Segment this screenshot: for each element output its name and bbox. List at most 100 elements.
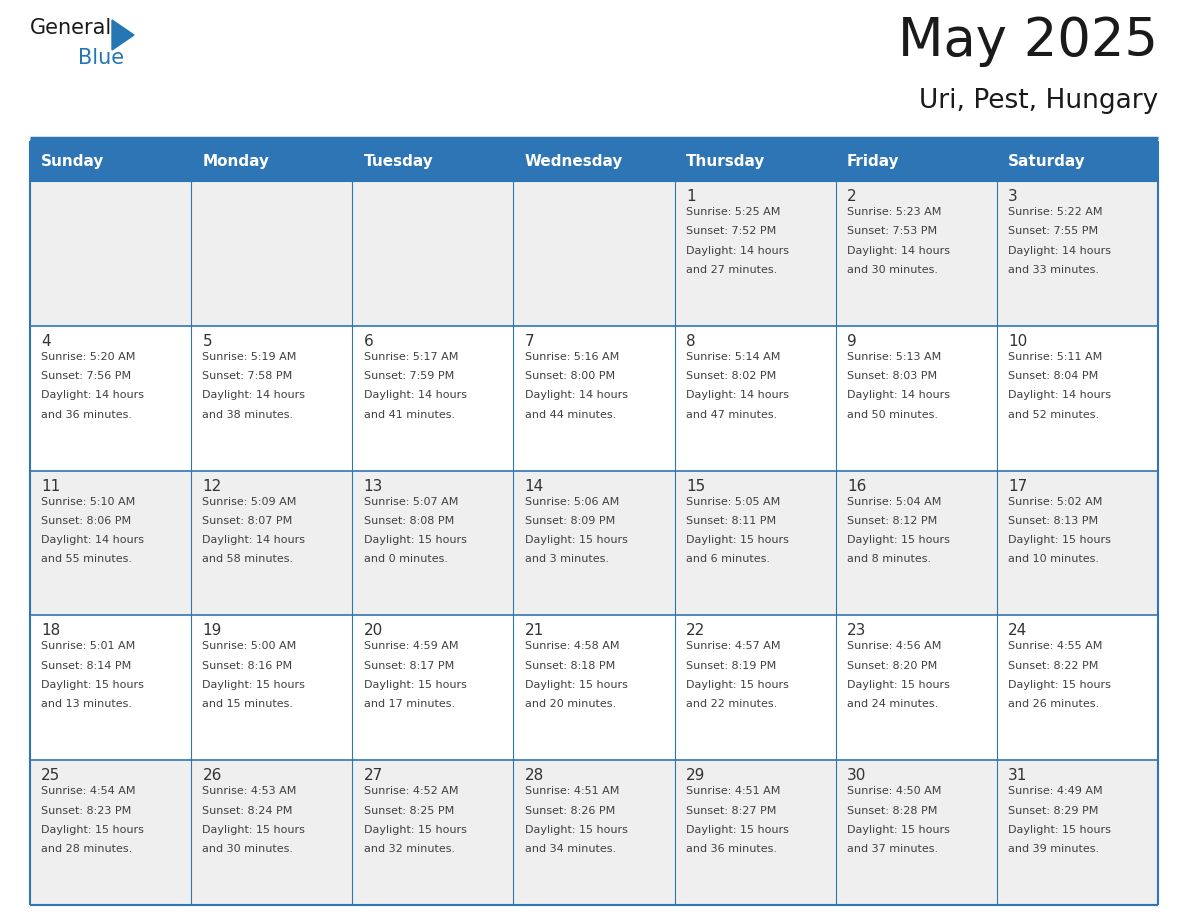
Text: Sunrise: 5:19 AM: Sunrise: 5:19 AM — [202, 352, 297, 362]
Text: 5: 5 — [202, 334, 211, 349]
Text: Daylight: 14 hours: Daylight: 14 hours — [202, 390, 305, 400]
Text: General: General — [30, 18, 112, 38]
FancyBboxPatch shape — [997, 181, 1158, 326]
Text: Daylight: 14 hours: Daylight: 14 hours — [685, 246, 789, 255]
Text: Monday: Monday — [202, 153, 270, 169]
Text: 9: 9 — [847, 334, 857, 349]
FancyBboxPatch shape — [675, 181, 835, 326]
Text: and 58 minutes.: and 58 minutes. — [202, 554, 293, 565]
FancyBboxPatch shape — [30, 141, 191, 181]
Text: Sunset: 8:24 PM: Sunset: 8:24 PM — [202, 805, 292, 815]
FancyBboxPatch shape — [513, 615, 675, 760]
Text: 18: 18 — [42, 623, 61, 638]
FancyBboxPatch shape — [353, 181, 513, 326]
Text: Uri, Pest, Hungary: Uri, Pest, Hungary — [918, 88, 1158, 114]
Text: Daylight: 15 hours: Daylight: 15 hours — [847, 824, 950, 834]
Text: 13: 13 — [364, 478, 383, 494]
FancyBboxPatch shape — [30, 326, 191, 471]
Text: and 33 minutes.: and 33 minutes. — [1009, 265, 1099, 274]
Text: Sunrise: 5:04 AM: Sunrise: 5:04 AM — [847, 497, 941, 507]
Text: Sunrise: 5:20 AM: Sunrise: 5:20 AM — [42, 352, 135, 362]
Text: Daylight: 15 hours: Daylight: 15 hours — [685, 824, 789, 834]
Text: 4: 4 — [42, 334, 51, 349]
Text: Sunrise: 5:17 AM: Sunrise: 5:17 AM — [364, 352, 457, 362]
Text: Sunset: 7:55 PM: Sunset: 7:55 PM — [1009, 227, 1098, 236]
Text: and 32 minutes.: and 32 minutes. — [364, 844, 455, 854]
Text: 3: 3 — [1009, 189, 1018, 204]
Text: Sunset: 8:00 PM: Sunset: 8:00 PM — [525, 371, 615, 381]
FancyBboxPatch shape — [353, 615, 513, 760]
Text: Sunset: 8:27 PM: Sunset: 8:27 PM — [685, 805, 776, 815]
Text: Daylight: 15 hours: Daylight: 15 hours — [847, 680, 950, 690]
Text: 21: 21 — [525, 623, 544, 638]
Text: and 10 minutes.: and 10 minutes. — [1009, 554, 1099, 565]
Text: Daylight: 14 hours: Daylight: 14 hours — [364, 390, 467, 400]
Text: Daylight: 14 hours: Daylight: 14 hours — [685, 390, 789, 400]
FancyBboxPatch shape — [513, 760, 675, 905]
Text: 23: 23 — [847, 623, 866, 638]
Text: Sunrise: 4:59 AM: Sunrise: 4:59 AM — [364, 642, 459, 652]
Text: Sunrise: 4:55 AM: Sunrise: 4:55 AM — [1009, 642, 1102, 652]
FancyBboxPatch shape — [513, 181, 675, 326]
FancyBboxPatch shape — [191, 326, 353, 471]
FancyBboxPatch shape — [835, 141, 997, 181]
Text: Sunrise: 5:13 AM: Sunrise: 5:13 AM — [847, 352, 941, 362]
Text: Daylight: 15 hours: Daylight: 15 hours — [847, 535, 950, 545]
Text: 26: 26 — [202, 768, 222, 783]
Text: Sunset: 8:20 PM: Sunset: 8:20 PM — [847, 661, 937, 671]
Text: Sunrise: 5:00 AM: Sunrise: 5:00 AM — [202, 642, 297, 652]
Text: Sunset: 8:02 PM: Sunset: 8:02 PM — [685, 371, 776, 381]
Text: Sunrise: 5:09 AM: Sunrise: 5:09 AM — [202, 497, 297, 507]
Text: Sunset: 8:26 PM: Sunset: 8:26 PM — [525, 805, 615, 815]
FancyBboxPatch shape — [191, 471, 353, 615]
Text: and 47 minutes.: and 47 minutes. — [685, 409, 777, 420]
Text: Sunrise: 5:16 AM: Sunrise: 5:16 AM — [525, 352, 619, 362]
Text: 16: 16 — [847, 478, 866, 494]
Text: and 30 minutes.: and 30 minutes. — [202, 844, 293, 854]
FancyBboxPatch shape — [675, 326, 835, 471]
Text: and 24 minutes.: and 24 minutes. — [847, 700, 939, 710]
FancyBboxPatch shape — [30, 181, 191, 326]
Text: Daylight: 14 hours: Daylight: 14 hours — [847, 246, 950, 255]
Text: Daylight: 15 hours: Daylight: 15 hours — [202, 824, 305, 834]
Text: Daylight: 15 hours: Daylight: 15 hours — [1009, 680, 1111, 690]
Text: Sunrise: 4:53 AM: Sunrise: 4:53 AM — [202, 786, 297, 796]
Text: Daylight: 15 hours: Daylight: 15 hours — [685, 535, 789, 545]
FancyBboxPatch shape — [513, 141, 675, 181]
Text: Sunset: 8:12 PM: Sunset: 8:12 PM — [847, 516, 937, 526]
Text: Sunrise: 4:50 AM: Sunrise: 4:50 AM — [847, 786, 941, 796]
Text: Sunset: 8:25 PM: Sunset: 8:25 PM — [364, 805, 454, 815]
Text: and 52 minutes.: and 52 minutes. — [1009, 409, 1099, 420]
Text: Daylight: 15 hours: Daylight: 15 hours — [525, 680, 627, 690]
Text: Sunrise: 5:10 AM: Sunrise: 5:10 AM — [42, 497, 135, 507]
Text: Sunrise: 4:51 AM: Sunrise: 4:51 AM — [525, 786, 619, 796]
Text: 11: 11 — [42, 478, 61, 494]
Text: Sunset: 8:18 PM: Sunset: 8:18 PM — [525, 661, 615, 671]
Text: and 50 minutes.: and 50 minutes. — [847, 409, 939, 420]
Text: 7: 7 — [525, 334, 535, 349]
Text: 8: 8 — [685, 334, 695, 349]
Text: Sunset: 8:03 PM: Sunset: 8:03 PM — [847, 371, 937, 381]
Text: and 39 minutes.: and 39 minutes. — [1009, 844, 1099, 854]
Text: Daylight: 15 hours: Daylight: 15 hours — [364, 824, 467, 834]
FancyBboxPatch shape — [353, 141, 513, 181]
Text: Daylight: 15 hours: Daylight: 15 hours — [685, 680, 789, 690]
Text: Sunrise: 4:57 AM: Sunrise: 4:57 AM — [685, 642, 781, 652]
Text: 6: 6 — [364, 334, 373, 349]
Text: Sunrise: 5:22 AM: Sunrise: 5:22 AM — [1009, 207, 1102, 217]
Text: Sunset: 7:52 PM: Sunset: 7:52 PM — [685, 227, 776, 236]
Text: and 41 minutes.: and 41 minutes. — [364, 409, 455, 420]
Text: and 36 minutes.: and 36 minutes. — [685, 844, 777, 854]
Text: Daylight: 15 hours: Daylight: 15 hours — [525, 535, 627, 545]
Text: and 6 minutes.: and 6 minutes. — [685, 554, 770, 565]
FancyBboxPatch shape — [835, 326, 997, 471]
Text: Sunrise: 5:25 AM: Sunrise: 5:25 AM — [685, 207, 781, 217]
Text: Sunset: 8:28 PM: Sunset: 8:28 PM — [847, 805, 937, 815]
FancyBboxPatch shape — [997, 760, 1158, 905]
Text: Wednesday: Wednesday — [525, 153, 623, 169]
Text: and 26 minutes.: and 26 minutes. — [1009, 700, 1099, 710]
Text: Daylight: 14 hours: Daylight: 14 hours — [202, 535, 305, 545]
Text: 25: 25 — [42, 768, 61, 783]
Text: Sunset: 8:04 PM: Sunset: 8:04 PM — [1009, 371, 1099, 381]
FancyBboxPatch shape — [675, 471, 835, 615]
